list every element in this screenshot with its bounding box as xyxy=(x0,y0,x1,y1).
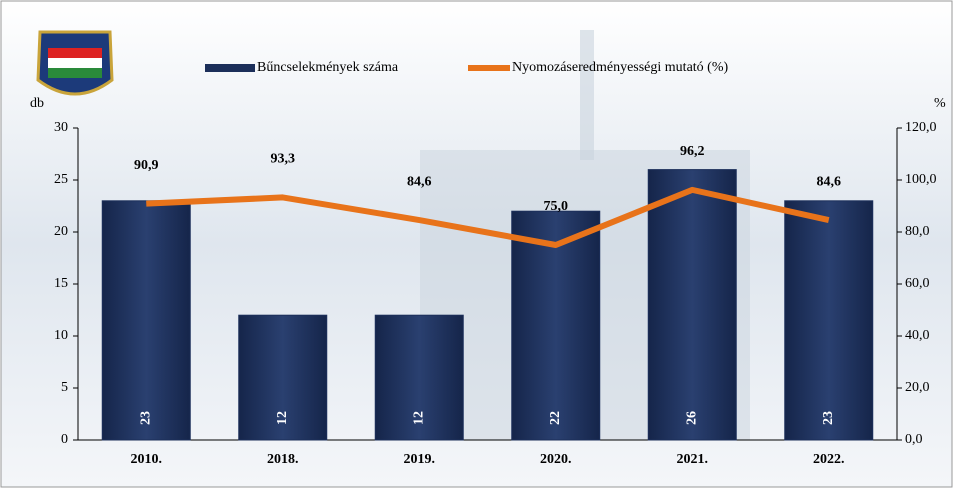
y-tick-label: 30 xyxy=(54,120,68,135)
bar xyxy=(647,169,737,441)
logo-stripe xyxy=(48,68,102,78)
y-tick-label: 10 xyxy=(54,328,68,343)
line-value-label: 93,3 xyxy=(271,152,296,167)
y2-axis-label: % xyxy=(934,96,946,111)
logo-stripe xyxy=(48,48,102,58)
bar-value-label: 22 xyxy=(548,411,563,425)
bar-value-label: 12 xyxy=(275,411,290,425)
tower xyxy=(580,30,594,160)
bar-value-label: 26 xyxy=(684,411,699,425)
line-value-label: 90,9 xyxy=(134,158,159,173)
bar xyxy=(784,200,874,441)
x-tick-label: 2022. xyxy=(813,452,845,467)
legend-label: Bűncselekmények száma xyxy=(257,60,399,75)
bar xyxy=(101,200,191,441)
x-tick-label: 2010. xyxy=(131,452,163,467)
x-tick-label: 2020. xyxy=(540,452,572,467)
bar-value-label: 12 xyxy=(411,411,426,425)
y-tick-label: 20 xyxy=(54,224,68,239)
line-value-label: 84,6 xyxy=(817,174,842,189)
logo-stripe xyxy=(48,58,102,68)
bar-value-label: 23 xyxy=(821,411,836,425)
x-tick-label: 2018. xyxy=(267,452,299,467)
legend-label: Nyomozáseredményességi mutató (%) xyxy=(512,60,728,75)
bar xyxy=(374,314,464,441)
line-value-label: 75,0 xyxy=(544,199,569,214)
y-axis-label: db xyxy=(30,96,44,111)
y-tick-label: 25 xyxy=(54,172,68,187)
x-tick-label: 2021. xyxy=(677,452,709,467)
y-tick-label: 0 xyxy=(61,432,68,447)
legend-swatch xyxy=(205,64,255,72)
x-tick-label: 2019. xyxy=(404,452,436,467)
y2-tick-label: 120,0 xyxy=(905,120,937,135)
y2-tick-label: 100,0 xyxy=(905,172,937,187)
y2-tick-label: 40,0 xyxy=(905,328,930,343)
line xyxy=(146,186,830,248)
y2-tick-label: 20,0 xyxy=(905,380,930,395)
y-tick-label: 15 xyxy=(54,276,68,291)
y2-tick-label: 60,0 xyxy=(905,276,930,291)
line-value-label: 96,2 xyxy=(680,144,705,159)
bar xyxy=(238,314,328,441)
y2-tick-label: 80,0 xyxy=(905,224,930,239)
y2-tick-label: 0,0 xyxy=(905,432,923,447)
y-tick-label: 5 xyxy=(61,380,68,395)
bar xyxy=(511,210,601,441)
line-value-label: 84,6 xyxy=(407,174,432,189)
bar-value-label: 23 xyxy=(138,411,153,425)
